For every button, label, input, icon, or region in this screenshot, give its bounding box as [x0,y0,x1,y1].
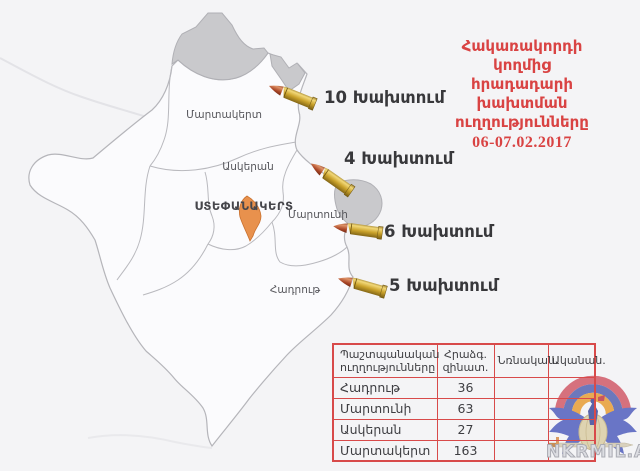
faint-border-northwest [0,57,151,119]
region-borders [116,65,348,296]
capital-region-marker [239,195,262,242]
table-header-row: Պաշտպանական ուղղությունները Հրաձգ. զինատ… [332,343,606,378]
title-line-2: հրադադարի խախտման [470,75,573,112]
row-direction: Հադրութ [332,376,438,399]
page-title: Հակառակորդի կողմից հրադադարի խախտման ուղ… [434,37,610,152]
title-line-1: Հակառակորդի կողմից [461,37,583,74]
row-direction: Մարտունի [332,397,438,420]
row-grenade [493,397,549,420]
capital-label-stepanakert: ՍՏԵՓԱՆԱԿԵՐՏ [195,199,294,213]
violations-summary-table: Պաշտպանական ուղղությունները Հրաձգ. զինատ… [332,343,606,462]
row-direction: Ասկերան [332,418,438,441]
region-label-hadrut: Հադրութ [270,284,321,296]
row-mortar [547,397,596,420]
violation-label-6: 6 Խախտում [384,222,495,241]
region-label-askeran: Ասկերան [222,161,274,173]
row-firearms: 163 [436,439,495,462]
row-firearms: 27 [436,418,495,441]
violation-label-10: 10 Խախտում [324,88,446,107]
row-grenade [493,376,549,399]
faint-border-south [87,434,213,449]
grey-region-northeast [269,53,306,92]
violation-label-4: 4 Խախտում [344,149,455,168]
row-mortar [547,376,596,399]
table-row: Մարտակերտ 163 [332,439,596,462]
site-watermark: NKRMIL.AM [545,442,640,463]
title-line-3: ուղղությունները [455,113,589,131]
violation-label-5: 5 Խախտում [389,276,500,295]
grey-region-north [171,12,269,81]
row-firearms: 36 [436,376,495,399]
header-grenade: Նռնական. [493,343,559,378]
table-row: Հադրութ 36 [332,376,596,399]
row-grenade [493,439,549,462]
header-directions: Պաշտպանական ուղղությունները [332,343,440,378]
row-mortar [547,418,596,441]
row-direction: Մարտակերտ [332,439,438,462]
region-label-martuni: Մարտունի [288,209,348,221]
title-date: 06-07.02.2017 [472,134,572,151]
table-row: Մարտունի 63 [332,397,596,420]
row-mortar [547,439,596,462]
header-firearms: Հրաձգ. զինատ. [436,343,495,378]
region-label-martakert: Մարտակերտ [186,109,262,121]
row-grenade [493,418,549,441]
table-row: Ասկերան 27 [332,418,596,441]
row-firearms: 63 [436,397,495,420]
header-mortar: Ականան. [547,343,606,378]
